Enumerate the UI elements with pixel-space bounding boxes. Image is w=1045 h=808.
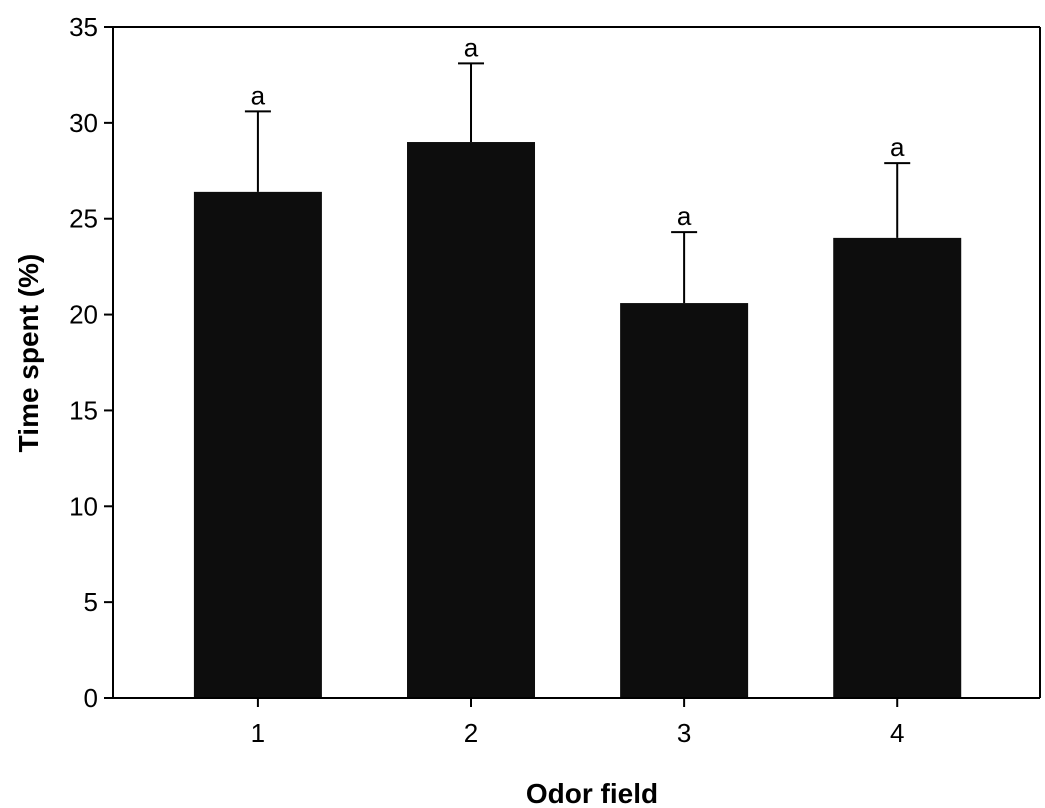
y-tick-label-0: 0 — [84, 683, 98, 713]
bars-layer — [193, 142, 962, 699]
y-axis-title: Time spent (%) — [13, 254, 44, 453]
x-tick-label-2: 2 — [464, 718, 478, 748]
bar-3 — [620, 303, 749, 698]
bar-4 — [833, 237, 962, 698]
y-tick-label-5: 5 — [84, 587, 98, 617]
x-tick-label-4: 4 — [890, 718, 904, 748]
significance-label-1: a — [251, 80, 266, 110]
x-tick-label-3: 3 — [677, 718, 691, 748]
error-bars-layer — [244, 62, 911, 304]
axes-layer: 1 2 3 4 0 5 10 15 20 25 30 35 — [69, 12, 1041, 748]
bar-1 — [193, 191, 322, 699]
y-tick-label-10: 10 — [69, 491, 98, 521]
significance-labels-layer: a a a a — [251, 32, 905, 231]
y-tick-label-20: 20 — [69, 300, 98, 330]
bar-2 — [407, 142, 536, 698]
significance-label-2: a — [464, 32, 479, 62]
significance-label-4: a — [890, 132, 905, 162]
y-tick-label-30: 30 — [69, 108, 98, 138]
x-tick-label-1: 1 — [251, 718, 265, 748]
significance-label-3: a — [677, 201, 692, 231]
y-tick-label-25: 25 — [69, 204, 98, 234]
x-axis-title: Odor field — [526, 778, 658, 808]
y-tick-label-35: 35 — [69, 12, 98, 42]
y-tick-label-15: 15 — [69, 395, 98, 425]
